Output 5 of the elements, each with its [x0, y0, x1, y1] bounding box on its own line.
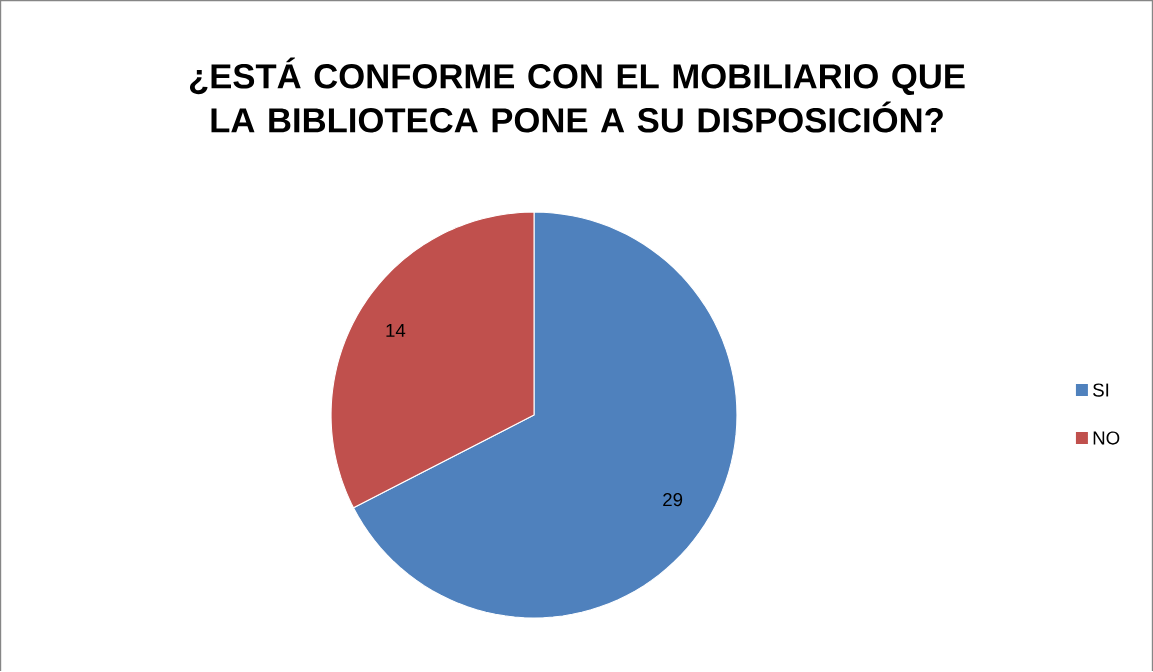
data-label: 29	[663, 493, 683, 507]
legend-label: SI	[1093, 383, 1109, 397]
legend-label: NO	[1093, 431, 1120, 445]
data-label: 14	[386, 324, 406, 338]
chart-title: ¿ESTÁ CONFORME CON EL MOBILIARIO QUE LA BIBLIOTECA PONE A SU DISPOSICIÓN?	[189, 57, 965, 133]
